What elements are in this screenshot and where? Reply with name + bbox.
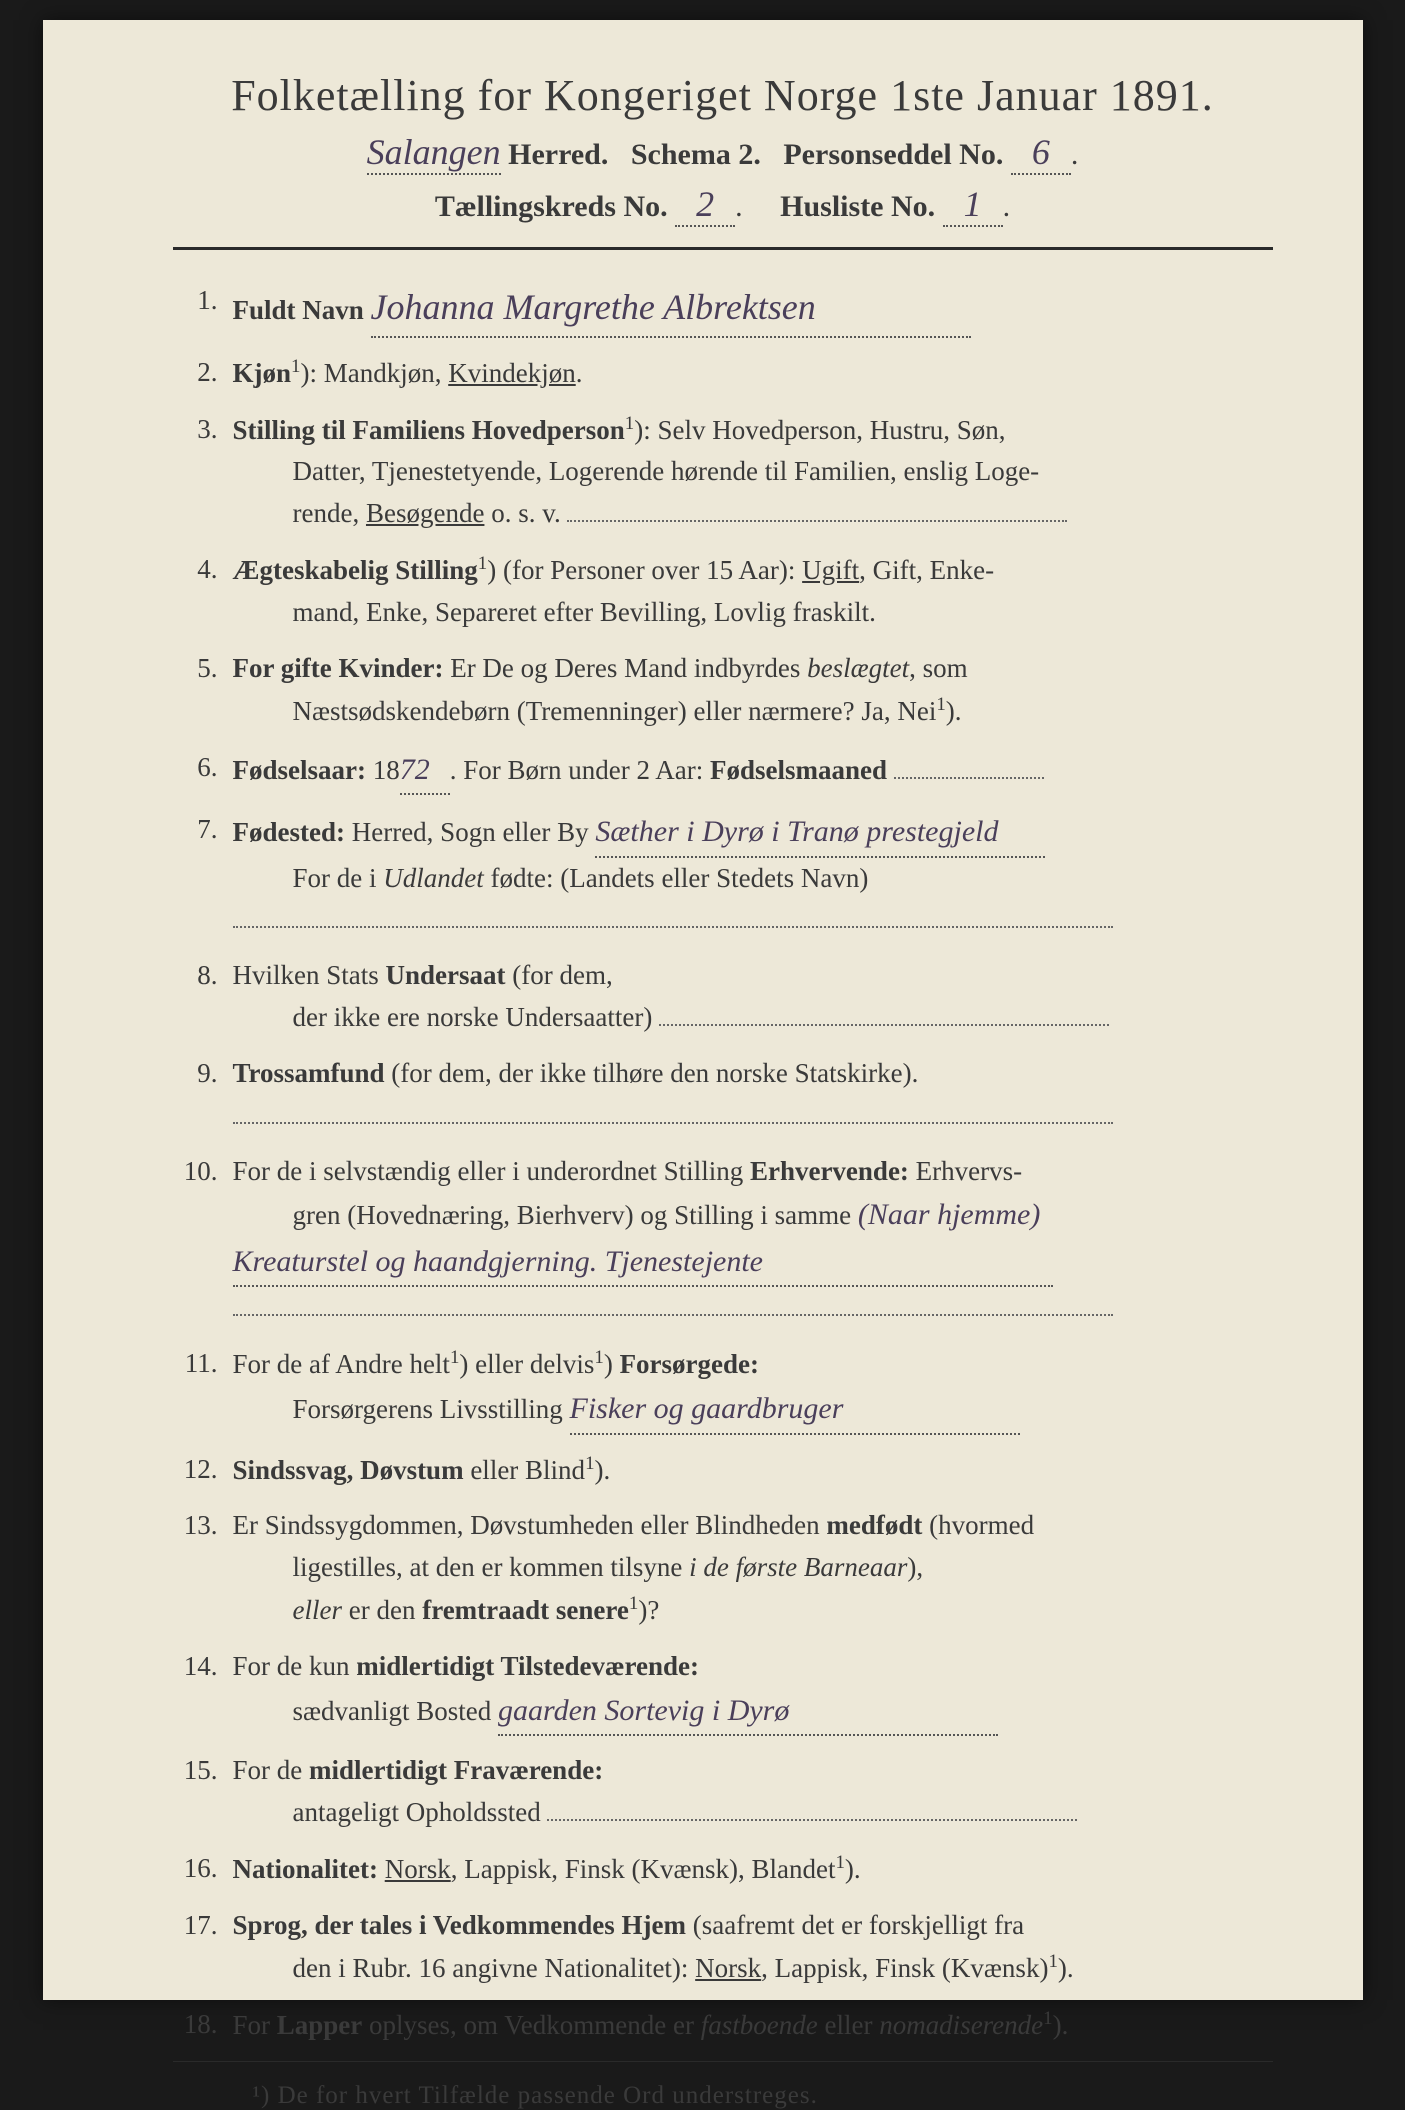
form-header: Folketælling for Kongeriget Norge 1ste J… [173, 70, 1273, 227]
item-14: For de kun midlertidigt Tilstedeværende:… [173, 1646, 1273, 1736]
item-18: For Lapper oplyses, om Vedkommende er fa… [173, 2004, 1273, 2047]
item-12: Sindssvag, Døvstum eller Blind1). [173, 1449, 1273, 1492]
birthplace-value: Sæther i Dyrø i Tranø prestegjeld [595, 809, 1045, 858]
birth-year: 72 [400, 747, 450, 796]
item-4: Ægteskabelig Stilling1) (for Personer ov… [173, 549, 1273, 634]
item-2: Kjøn1): Mandkjøn, Kvindekjøn. [173, 352, 1273, 395]
item-3-label: Stilling til Familiens Hovedperson [233, 415, 625, 445]
personseddel-label: Personseddel No. [783, 138, 1003, 171]
herred-label: Herred. [508, 138, 608, 171]
item-6: Fødselsaar: 1872. For Børn under 2 Aar: … [173, 747, 1273, 796]
item-10-hand2: (Naar hjemme) [858, 1198, 1040, 1231]
fuldt-navn-value: Johanna Margrethe Albrektsen [371, 280, 971, 338]
subtitle-line-2: Tællingskreds No. 2. Husliste No. 1. [173, 183, 1273, 227]
item-10: For de i selvstændig eller i underordnet… [173, 1151, 1273, 1330]
taellingskreds-no: 2 [675, 183, 735, 227]
item-15: For de midlertidigt Fraværende: antageli… [173, 1750, 1273, 1834]
herred-handwritten: Salangen [367, 131, 501, 175]
footnote: ¹) De for hvert Tilfælde passende Ord un… [173, 2082, 1273, 2110]
occupation-value: Kreaturstel og haandgjerning. Tjenesteje… [233, 1239, 1053, 1288]
item-2-text: Mandkjøn, [324, 358, 449, 388]
item-16: Nationalitet: Norsk, Lappisk, Finsk (Kvæ… [173, 1848, 1273, 1891]
subtitle-line-1: Salangen Herred. Schema 2. Personseddel … [173, 131, 1273, 175]
provider-value: Fisker og gaardbruger [570, 1386, 1020, 1435]
item-2-underlined: Kvindekjøn [448, 358, 576, 388]
taellingskreds-label: Tællingskreds No. [435, 190, 668, 223]
item-13: Er Sindssygdommen, Døvstumheden eller Bl… [173, 1505, 1273, 1632]
item-3-line2: Datter, Tjenestetyende, Logerende hørend… [233, 456, 1040, 486]
item-17: Sprog, der tales i Vedkommendes Hjem (sa… [173, 1905, 1273, 1990]
husliste-label: Husliste No. [780, 190, 935, 223]
item-7-label: Fødested: [233, 817, 345, 847]
personseddel-no: 6 [1011, 131, 1071, 175]
item-4-line2: mand, Enke, Separeret efter Bevilling, L… [233, 597, 876, 627]
form-items: Fuldt Navn Johanna Margrethe Albrektsen … [173, 280, 1273, 2046]
item-5-label: For gifte Kvinder: [233, 653, 444, 683]
item-7: Fødested: Herred, Sogn eller By Sæther i… [173, 809, 1273, 941]
census-form-page: Folketælling for Kongeriget Norge 1ste J… [43, 20, 1363, 2000]
item-4-label: Ægteskabelig Stilling [233, 555, 478, 585]
item-5: For gifte Kvinder: Er De og Deres Mand i… [173, 648, 1273, 733]
item-8: Hvilken Stats Undersaat (for dem, der ik… [173, 955, 1273, 1039]
item-11: For de af Andre helt1) eller delvis1) Fo… [173, 1343, 1273, 1434]
header-divider [173, 247, 1273, 250]
footnote-divider [173, 2061, 1273, 2062]
item-1-label: Fuldt Navn [233, 295, 364, 325]
schema-label: Schema 2. [631, 138, 761, 171]
item-9: Trossamfund (for dem, der ikke tilhøre d… [173, 1053, 1273, 1137]
item-6-label: Fødselsaar: [233, 755, 366, 785]
residence-value: gaarden Sortevig i Dyrø [498, 1688, 998, 1737]
form-title: Folketælling for Kongeriget Norge 1ste J… [173, 70, 1273, 121]
item-1: Fuldt Navn Johanna Margrethe Albrektsen [173, 280, 1273, 338]
item-2-label: Kjøn [233, 358, 292, 388]
husliste-no: 1 [943, 183, 1003, 227]
item-3: Stilling til Familiens Hovedperson1): Se… [173, 409, 1273, 536]
